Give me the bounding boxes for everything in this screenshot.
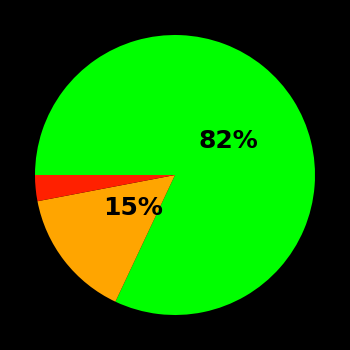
- Wedge shape: [35, 175, 175, 201]
- Text: 15%: 15%: [103, 196, 163, 219]
- Text: 82%: 82%: [198, 129, 258, 153]
- Wedge shape: [35, 35, 315, 315]
- Wedge shape: [37, 175, 175, 302]
